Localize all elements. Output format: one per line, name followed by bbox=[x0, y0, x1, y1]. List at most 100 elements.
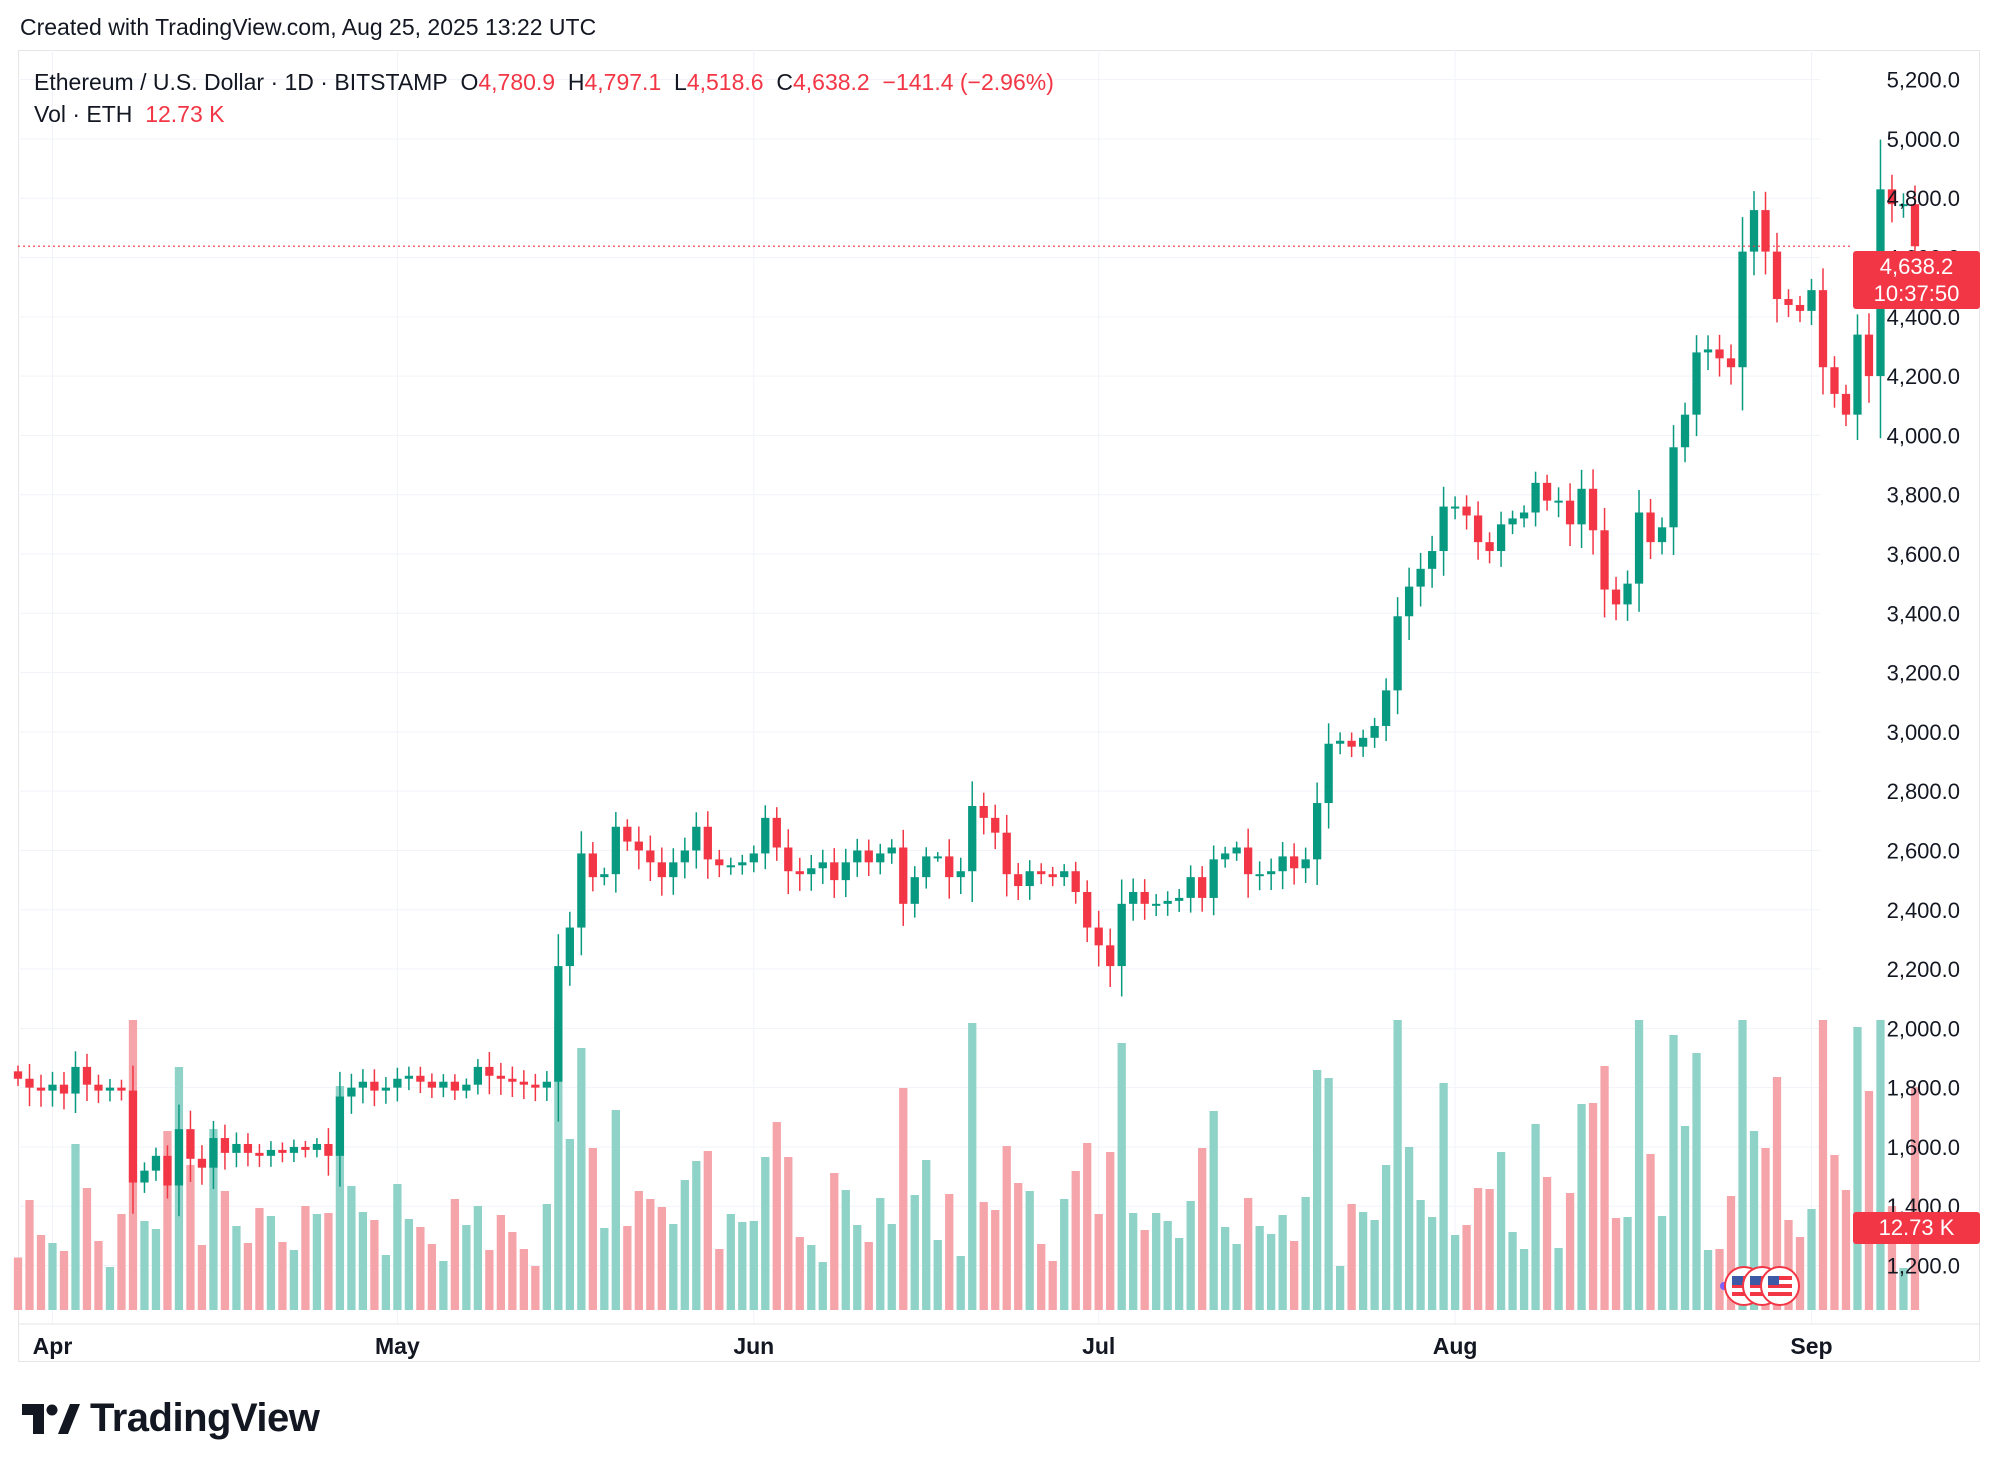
candle-up bbox=[1278, 856, 1287, 872]
candle-down bbox=[1830, 367, 1839, 394]
candle-up bbox=[853, 850, 862, 863]
candle-down bbox=[1784, 299, 1793, 305]
candle-down bbox=[1542, 482, 1552, 501]
volume-bar-up bbox=[692, 1161, 701, 1310]
volume-bar-down bbox=[1002, 1146, 1011, 1310]
candle-up bbox=[1853, 334, 1862, 415]
volume-bar-down bbox=[1830, 1155, 1839, 1310]
volume-bar-down bbox=[94, 1241, 103, 1310]
volume-bar-up bbox=[1255, 1226, 1264, 1310]
volume-bar-up bbox=[1496, 1152, 1506, 1310]
volume-bar-down bbox=[1473, 1188, 1483, 1310]
candle-down bbox=[13, 1071, 23, 1079]
volume-bar-down bbox=[991, 1210, 1000, 1310]
candle-down bbox=[1244, 847, 1253, 875]
volume-bar-up bbox=[1267, 1234, 1276, 1310]
volume-bar-down bbox=[1864, 1091, 1874, 1310]
volume-bar-down bbox=[646, 1199, 655, 1310]
volume-bar-up bbox=[1416, 1200, 1425, 1310]
volume-bar-up bbox=[358, 1212, 368, 1310]
volume-bar-down bbox=[1083, 1143, 1092, 1310]
volume-bar-up bbox=[1427, 1217, 1437, 1310]
volume-bar-down bbox=[830, 1173, 839, 1310]
candle-down bbox=[657, 862, 666, 878]
low-value: 4,518.6 bbox=[686, 69, 764, 95]
volume-bar-up bbox=[1634, 1020, 1644, 1310]
candle-up bbox=[381, 1087, 391, 1091]
volume-bar-up bbox=[105, 1267, 115, 1310]
price-tick-label: 4,200.0 bbox=[1887, 364, 1960, 389]
price-tick-label: 2,400.0 bbox=[1887, 898, 1960, 923]
candle-down bbox=[899, 847, 908, 904]
candle-down bbox=[1083, 891, 1092, 928]
volume-bar-up bbox=[1876, 1020, 1885, 1310]
volume-bar-down bbox=[82, 1188, 92, 1310]
candle-down bbox=[531, 1084, 540, 1088]
high-value: 4,797.1 bbox=[584, 69, 662, 95]
volume-bar-up bbox=[381, 1255, 391, 1310]
price-tick-label: 4,000.0 bbox=[1887, 423, 1960, 448]
volume-bar-up bbox=[1807, 1209, 1816, 1310]
tradingview-logo-icon bbox=[22, 1403, 80, 1434]
candle-down bbox=[496, 1075, 506, 1079]
volume-value: 12.73 K bbox=[145, 101, 225, 127]
price-axis: 1,200.01,400.01,600.01,800.02,000.02,200… bbox=[1887, 68, 1960, 1279]
last-price-tag: 4,638.2 10:37:50 bbox=[1853, 251, 1980, 309]
volume-bar-up bbox=[818, 1262, 827, 1310]
legend-volume-row: Vol · ETH 12.73 K bbox=[34, 98, 1054, 130]
candle-up bbox=[1186, 877, 1195, 898]
volume-bar-down bbox=[623, 1226, 632, 1310]
symbol-label[interactable]: Ethereum / U.S. Dollar · 1D · BITSTAMP bbox=[34, 69, 448, 95]
volume-bar-up bbox=[1370, 1220, 1379, 1310]
volume-bar-down bbox=[657, 1207, 666, 1310]
candle-up bbox=[393, 1078, 402, 1088]
volume-label: Vol · ETH bbox=[34, 101, 133, 127]
volume-bar-up bbox=[1519, 1249, 1529, 1310]
volume-tag: 12.73 K bbox=[1853, 1212, 1980, 1244]
volume-bar-down bbox=[1542, 1177, 1552, 1310]
candle-up bbox=[956, 871, 965, 878]
volume-bar-down bbox=[1910, 1087, 1920, 1310]
candle-down bbox=[1600, 530, 1609, 590]
volume-bar-down bbox=[13, 1257, 23, 1310]
candle-up bbox=[818, 862, 827, 869]
volume-bar-up bbox=[462, 1225, 471, 1310]
candle-down bbox=[1761, 210, 1770, 252]
candle-up bbox=[358, 1081, 368, 1088]
volume-bar-down bbox=[1818, 1020, 1828, 1310]
candle-down bbox=[1094, 927, 1103, 946]
candle-up bbox=[749, 853, 758, 863]
volume-bar-down bbox=[1565, 1193, 1575, 1310]
candle-down bbox=[1565, 500, 1575, 525]
price-tick-label: 2,000.0 bbox=[1887, 1016, 1960, 1041]
volume-bar-down bbox=[772, 1122, 781, 1310]
candle-up bbox=[1232, 847, 1241, 854]
candle-down bbox=[485, 1066, 494, 1076]
candle-up bbox=[910, 877, 919, 904]
tradingview-brand[interactable]: TradingView bbox=[22, 1396, 320, 1441]
volume-bar-up bbox=[669, 1224, 678, 1310]
volume-bar-down bbox=[1094, 1214, 1103, 1310]
volume-bar-down bbox=[427, 1244, 437, 1310]
candle-down bbox=[301, 1146, 310, 1150]
volume-bar-up bbox=[140, 1221, 149, 1310]
volume-bar-down bbox=[508, 1232, 517, 1310]
volume-bar-up bbox=[289, 1250, 299, 1310]
price-tick-label: 3,600.0 bbox=[1887, 542, 1960, 567]
candle-down bbox=[1014, 874, 1023, 887]
candle-down bbox=[1347, 740, 1356, 747]
volume-bar-up bbox=[1439, 1083, 1448, 1310]
candle-up bbox=[1381, 690, 1391, 726]
volume-bar-up bbox=[232, 1226, 241, 1310]
volume-bar-up bbox=[1186, 1201, 1195, 1310]
candle-down bbox=[1473, 515, 1483, 543]
volume-bar-down bbox=[1140, 1230, 1149, 1310]
candle-down bbox=[795, 871, 804, 875]
candle-up bbox=[1899, 204, 1908, 207]
us-flag-icon bbox=[1760, 1266, 1800, 1306]
candle-down bbox=[1772, 251, 1782, 300]
candle-down bbox=[1140, 891, 1149, 904]
volume-bar-up bbox=[1899, 1268, 1908, 1310]
candle-down bbox=[186, 1129, 195, 1159]
